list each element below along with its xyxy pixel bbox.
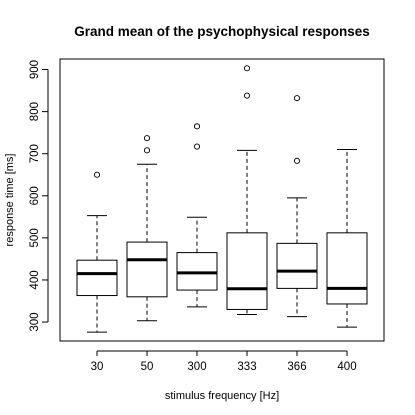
box-366 — [276, 95, 318, 318]
box-30 — [76, 171, 118, 333]
plot-frame — [59, 58, 385, 342]
box-333 — [226, 65, 268, 315]
x-tick-label: 366 — [287, 361, 306, 373]
box-400 — [326, 148, 368, 328]
boxes — [76, 65, 368, 333]
box-iqr — [226, 232, 268, 310]
outlier-point — [193, 123, 201, 130]
y-tick-label: 900 — [29, 60, 41, 79]
x-tick-label: 333 — [237, 361, 256, 373]
y-tick-label: 500 — [29, 228, 41, 247]
box-300 — [176, 123, 218, 308]
outlier-point — [143, 147, 151, 154]
y-tick-label: 700 — [29, 144, 41, 163]
x-axis-label: stimulus frequency [Hz] — [165, 390, 279, 402]
box-50 — [126, 135, 168, 322]
outlier-point — [243, 92, 251, 99]
x-tick-label: 300 — [187, 361, 206, 373]
outlier-point — [193, 143, 201, 150]
box-iqr — [126, 241, 168, 298]
y-tick-label: 300 — [29, 312, 41, 331]
box-iqr — [276, 242, 318, 289]
x-axis: 30 50 300 333 366 400 — [91, 350, 357, 373]
outlier-point — [243, 65, 251, 72]
outlier-point — [293, 95, 301, 102]
x-tick-label: 30 — [91, 361, 104, 373]
y-axis: 300 400 500 600 700 800 900 — [29, 60, 49, 332]
outlier-point — [143, 135, 151, 142]
outlier-point — [293, 157, 301, 164]
y-tick-label: 600 — [29, 186, 41, 205]
y-axis-label: response time [ms] — [4, 154, 16, 247]
box-iqr — [326, 232, 368, 305]
y-tick-label: 800 — [29, 102, 41, 121]
chart-title: Grand mean of the psychophysical respons… — [74, 24, 370, 39]
box-iqr — [76, 259, 118, 297]
outlier-point — [93, 171, 101, 178]
x-tick-label: 400 — [337, 361, 356, 373]
y-tick-label: 400 — [29, 270, 41, 289]
x-tick-label: 50 — [141, 361, 154, 373]
